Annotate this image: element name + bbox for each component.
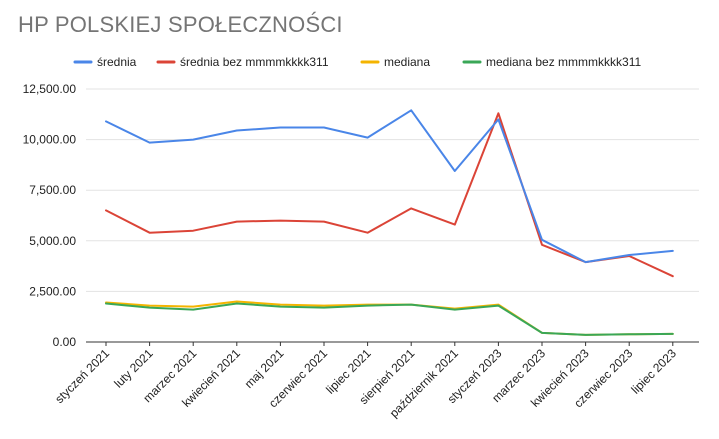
series-lines — [105, 109, 674, 336]
chart-title: HP POLSKIEJ SPOŁECZNOŚCI — [18, 12, 343, 37]
series-line-srednia-bez-mmmmkkkk311 — [105, 112, 674, 278]
data-point-srednia — [672, 250, 674, 252]
data-point-srednia — [323, 126, 325, 128]
x-tick-label: styczeń 2021 — [52, 346, 112, 406]
legend-label-mediana: mediana — [384, 55, 430, 69]
data-point-mediana-bez-mmmmkkkk311 — [497, 304, 499, 306]
x-tick-label: maj 2021 — [242, 346, 287, 391]
data-point-srednia — [148, 141, 150, 143]
data-point-srednia — [454, 170, 456, 172]
data-point-srednia-bez-mmmmkkkk311 — [192, 230, 194, 232]
data-point-srednia-bez-mmmmkkkk311 — [672, 275, 674, 277]
data-point-mediana-bez-mmmmkkkk311 — [366, 304, 368, 306]
y-tick-label: 7,500.00 — [29, 183, 76, 197]
data-point-mediana-bez-mmmmkkkk311 — [148, 306, 150, 308]
data-point-mediana-bez-mmmmkkkk311 — [105, 302, 107, 304]
series-line-srednia — [105, 109, 674, 264]
legend-label-mediana-bez-mmmmkkkk311: mediana bez mmmmkkkk311 — [486, 55, 641, 69]
legend-label-srednia: średnia — [97, 55, 137, 69]
data-point-srednia — [541, 239, 543, 241]
data-point-srednia-bez-mmmmkkkk311 — [366, 232, 368, 234]
series-line-mediana-bez-mmmmkkkk311 — [105, 302, 674, 336]
data-point-mediana-bez-mmmmkkkk311 — [192, 308, 194, 310]
data-point-srednia-bez-mmmmkkkk311 — [497, 112, 499, 114]
series-line-mediana — [105, 300, 674, 336]
data-point-srednia-bez-mmmmkkkk311 — [410, 207, 412, 209]
legend-label-srednia-bez-mmmmkkkk311: średnia bez mmmmkkkk311 — [180, 55, 329, 69]
data-point-srednia — [192, 138, 194, 140]
legend: średnia średnia bez mmmmkkkk311 mediana med… — [73, 55, 641, 69]
data-point-srednia — [584, 261, 586, 263]
y-tick-label: 10,000.00 — [23, 133, 77, 147]
y-tick-label: 2,500.00 — [29, 284, 76, 298]
y-tick-label: 5,000.00 — [29, 234, 76, 248]
data-point-srednia-bez-mmmmkkkk311 — [323, 220, 325, 222]
data-point-mediana-bez-mmmmkkkk311 — [584, 334, 586, 336]
data-point-srednia — [497, 118, 499, 120]
x-tick-label: lipiec 2023 — [628, 346, 679, 397]
y-tick-label: 12,500.00 — [23, 82, 77, 96]
data-point-srednia — [366, 136, 368, 138]
data-point-srednia — [105, 120, 107, 122]
data-point-srednia-bez-mmmmkkkk311 — [454, 223, 456, 225]
y-tick-label: 0.00 — [53, 335, 77, 349]
data-point-mediana — [192, 305, 194, 307]
data-point-srednia — [410, 109, 412, 111]
data-point-srednia — [628, 254, 630, 256]
data-point-srednia — [279, 126, 281, 128]
data-point-mediana-bez-mmmmkkkk311 — [672, 333, 674, 335]
data-point-mediana-bez-mmmmkkkk311 — [628, 333, 630, 335]
data-point-srednia-bez-mmmmkkkk311 — [105, 209, 107, 211]
data-point-mediana-bez-mmmmkkkk311 — [541, 332, 543, 334]
data-point-srednia-bez-mmmmkkkk311 — [541, 244, 543, 246]
data-point-srednia-bez-mmmmkkkk311 — [236, 220, 238, 222]
data-point-srednia-bez-mmmmkkkk311 — [148, 232, 150, 234]
x-tick-label: luty 2021 — [111, 346, 156, 391]
data-point-mediana-bez-mmmmkkkk311 — [454, 308, 456, 310]
y-axis-tick-labels: 0.00 2,500.00 5,000.00 7,500.00 10,000.00 12,… — [23, 82, 77, 349]
data-point-mediana-bez-mmmmkkkk311 — [279, 305, 281, 307]
data-point-mediana-bez-mmmmkkkk311 — [323, 306, 325, 308]
data-point-mediana-bez-mmmmkkkk311 — [236, 302, 238, 304]
data-point-srednia-bez-mmmmkkkk311 — [279, 219, 281, 221]
data-point-srednia — [236, 129, 238, 131]
data-point-mediana-bez-mmmmkkkk311 — [410, 303, 412, 305]
